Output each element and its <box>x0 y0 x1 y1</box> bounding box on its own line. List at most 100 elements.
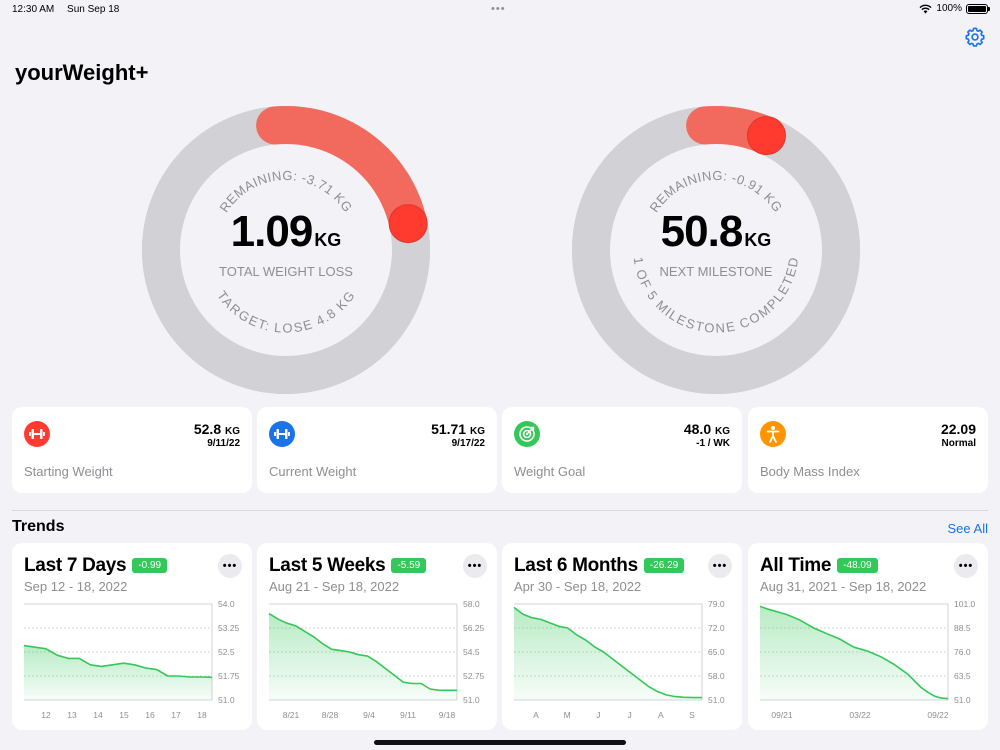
stat-label: Body Mass Index <box>760 464 860 479</box>
more-options-button[interactable]: ••• <box>954 554 978 578</box>
x-tick-label: 9/18 <box>439 710 456 720</box>
ring-progress-knob <box>746 116 786 156</box>
trend-line <box>268 612 457 692</box>
trend-title: All Time -48.09 <box>760 555 878 577</box>
x-tick-label: A <box>533 710 539 720</box>
x-tick-label: S <box>689 710 695 720</box>
x-tick-label: 09/21 <box>771 710 793 720</box>
stat-sub: -1 / WK <box>696 438 730 449</box>
trend-change-badge: -26.29 <box>643 558 685 573</box>
x-tick-label: 09/22 <box>927 710 949 720</box>
settings-button[interactable] <box>964 26 986 48</box>
y-tick-label: 51.75 <box>218 671 240 681</box>
trend-title-text: Last 5 Weeks <box>269 555 386 576</box>
stat-value: 48.0 KG <box>684 421 730 437</box>
ellipsis-icon: ••• <box>222 560 238 572</box>
y-tick-label: 51.0 <box>954 695 971 705</box>
ring-graphic: REMAINING: -3.71 KG TARGET: LOSE 4.8 KG <box>142 106 430 394</box>
multitasking-dots-icon[interactable]: ••• <box>491 3 506 15</box>
weight-loss-ring[interactable]: REMAINING: -3.71 KG TARGET: LOSE 4.8 KG … <box>138 102 434 398</box>
app-title: yourWeight+ <box>15 60 149 85</box>
x-tick-label: J <box>596 710 600 720</box>
stat-label: Weight Goal <box>514 464 586 479</box>
person-icon <box>760 421 786 447</box>
battery-icon <box>966 3 990 14</box>
trends-title: Trends <box>12 518 65 535</box>
trend-area <box>24 645 212 700</box>
y-tick-label: 51.0 <box>708 695 725 705</box>
x-tick-label: 16 <box>145 710 155 720</box>
y-tick-label: 63.5 <box>954 671 971 681</box>
weight-goal-card[interactable]: 48.0 KG -1 / WK Weight Goal <box>502 407 742 493</box>
more-options-button[interactable]: ••• <box>463 554 487 578</box>
trend-area <box>514 607 702 700</box>
bmi-card[interactable]: 22.09 Normal Body Mass Index <box>748 407 988 493</box>
trend-card-6-months[interactable]: Last 6 Months -26.29 Apr 30 - Sep 18, 202… <box>502 543 742 730</box>
stat-number: 52.8 <box>193 421 222 437</box>
ellipsis-icon: ••• <box>958 560 974 572</box>
battery-percent: 100% <box>936 3 962 14</box>
y-tick-label: 58.0 <box>463 599 480 609</box>
current-weight-card[interactable]: 51.71 KG 9/17/22 Current Weight <box>257 407 497 493</box>
trend-card-5-weeks[interactable]: Last 5 Weeks -5.59 Aug 21 - Sep 18, 2022 … <box>257 543 497 730</box>
stat-label: Current Weight <box>269 464 357 479</box>
see-all-link[interactable]: See All <box>947 521 988 536</box>
trend-change-badge: -0.99 <box>132 558 168 573</box>
trend-chart: 54.0 53.25 52.5 51.75 51.0 12 13 14 15 16 17 18 <box>23 599 240 720</box>
trend-change-badge: -48.09 <box>837 558 878 573</box>
home-indicator[interactable] <box>374 740 626 745</box>
x-tick-label: 13 <box>67 710 77 720</box>
trend-date-range: Aug 31, 2021 - Sep 18, 2022 <box>760 579 927 594</box>
trend-title-text: All Time <box>760 555 832 576</box>
stat-unit: KG <box>715 426 730 437</box>
stat-unit: KG <box>470 426 485 437</box>
ring-label: TOTAL WEIGHT LOSS <box>219 264 353 279</box>
y-tick-label: 72.0 <box>708 623 725 633</box>
ring-value-number: 50.8 <box>660 207 744 256</box>
trend-line <box>759 605 949 700</box>
stat-sub: Normal <box>941 438 976 449</box>
ring-track <box>572 106 860 394</box>
starting-weight-card[interactable]: 52.8 KG 9/11/22 Starting Weight <box>12 407 252 493</box>
x-tick-label: 18 <box>197 710 207 720</box>
trend-area <box>760 606 948 700</box>
section-divider <box>12 510 988 511</box>
y-tick-label: 52.5 <box>218 647 235 657</box>
battery-fill <box>968 5 986 12</box>
dumbbell-icon <box>269 421 295 447</box>
ring-value-unit: KG <box>744 230 772 250</box>
x-tick-label: M <box>564 710 571 720</box>
trend-title: Last 5 Weeks -5.59 <box>269 555 427 577</box>
ellipsis-icon: ••• <box>712 560 728 572</box>
stat-number: 51.71 <box>431 421 467 437</box>
x-tick-label: 14 <box>93 710 103 720</box>
more-options-button[interactable]: ••• <box>218 554 242 578</box>
gear-icon <box>965 27 985 47</box>
target-icon <box>514 421 540 447</box>
x-tick-label: A <box>658 710 664 720</box>
x-tick-label: 8/21 <box>283 710 300 720</box>
ring-graphic: REMAINING: -0.91 KG 1 OF 5 MILESTONE COM… <box>572 106 860 394</box>
x-tick-label: 9/4 <box>363 710 375 720</box>
y-tick-label: 51.0 <box>218 695 235 705</box>
status-left: 12:30 AM Sun Sep 18 <box>12 4 129 15</box>
status-time: 12:30 AM <box>12 4 55 15</box>
ring-value-number: 1.09 <box>230 207 314 256</box>
trend-title: Last 7 Days -0.99 <box>24 555 168 577</box>
ellipsis-icon: ••• <box>467 560 483 572</box>
trend-card-all-time[interactable]: All Time -48.09 Aug 31, 2021 - Sep 18, 20… <box>748 543 988 730</box>
x-tick-label: 9/11 <box>400 710 416 720</box>
trend-line <box>513 606 702 699</box>
more-options-button[interactable]: ••• <box>708 554 732 578</box>
x-tick-label: J <box>627 710 631 720</box>
milestone-ring[interactable]: REMAINING: -0.91 KG 1 OF 5 MILESTONE COM… <box>568 102 864 398</box>
x-tick-label: 15 <box>119 710 129 720</box>
trend-card-7-days[interactable]: Last 7 Days -0.99 Sep 12 - 18, 2022 ••• 5… <box>12 543 252 730</box>
trend-change-badge: -5.59 <box>391 558 427 573</box>
trend-date-range: Sep 12 - 18, 2022 <box>24 579 128 594</box>
trend-title: Last 6 Months -26.29 <box>514 555 685 577</box>
ring-value: 1.09 KG <box>138 207 434 257</box>
y-tick-label: 52.75 <box>463 671 485 681</box>
y-tick-label: 51.0 <box>463 695 480 705</box>
y-tick-label: 76.0 <box>954 647 971 657</box>
